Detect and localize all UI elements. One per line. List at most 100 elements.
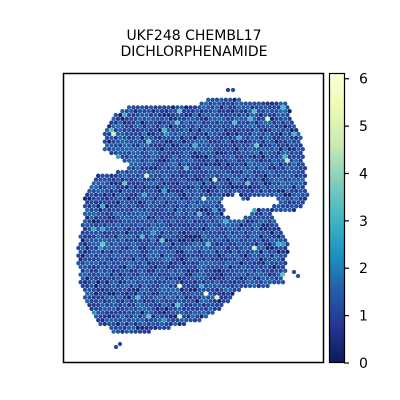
- spot-point: [294, 204, 299, 209]
- spot-point: [157, 310, 162, 315]
- spot-point: [170, 181, 176, 186]
- spot-point: [157, 302, 162, 308]
- spot-point: [210, 242, 215, 247]
- spot-point: [184, 226, 189, 232]
- spot-point: [93, 200, 99, 205]
- spot-point: [236, 181, 242, 186]
- spot-point: [272, 166, 277, 171]
- spot-point: [142, 245, 147, 251]
- spot-point: [140, 242, 145, 247]
- spot-point: [100, 310, 105, 315]
- spot-point: [280, 249, 286, 254]
- spot-point: [195, 139, 200, 144]
- spot-point: [203, 177, 209, 182]
- spot-point: [148, 234, 154, 239]
- spot-point: [135, 166, 140, 171]
- spot-point: [135, 188, 140, 194]
- spot-point: [265, 116, 270, 121]
- spot-point: [247, 162, 253, 167]
- spot-point: [206, 128, 211, 133]
- spot-point: [195, 291, 200, 296]
- spot-point: [269, 124, 275, 129]
- spot-point: [173, 147, 178, 152]
- spot-point: [148, 135, 154, 140]
- spot-point: [100, 249, 105, 254]
- spot-point: [104, 257, 110, 262]
- spot-point: [166, 295, 171, 300]
- spot-point: [274, 162, 279, 167]
- spot-point: [225, 139, 231, 144]
- spot-point: [177, 131, 182, 137]
- spot-point: [300, 162, 305, 167]
- spot-point: [225, 223, 231, 228]
- spot-point: [164, 238, 169, 243]
- spot-point: [173, 283, 178, 289]
- spot-point: [247, 192, 253, 197]
- spot-point: [223, 128, 228, 133]
- spot-point: [232, 97, 237, 102]
- spot-point: [131, 318, 136, 323]
- spot-point: [146, 223, 151, 228]
- spot-point: [140, 150, 145, 156]
- spot-point: [261, 268, 266, 273]
- spot-point: [236, 143, 242, 148]
- spot-point: [124, 207, 129, 213]
- spot-point: [168, 245, 173, 251]
- spot-point: [247, 238, 253, 243]
- spot-point: [291, 207, 297, 213]
- spot-point: [206, 166, 211, 171]
- spot-point: [252, 223, 257, 228]
- spot-point: [184, 242, 189, 247]
- spot-point: [124, 314, 129, 319]
- spot-point: [245, 105, 250, 110]
- spot-point: [276, 158, 281, 163]
- spot-point: [250, 219, 255, 224]
- spot-point: [225, 185, 231, 190]
- spot-point: [181, 238, 187, 243]
- spot-point: [109, 135, 114, 140]
- spot-point: [230, 116, 235, 121]
- spot-point: [230, 162, 235, 167]
- spot-point: [168, 139, 173, 144]
- spot-point: [107, 223, 112, 228]
- spot-point: [239, 261, 244, 266]
- spot-point: [184, 280, 189, 285]
- spot-point: [151, 238, 156, 243]
- spot-point: [146, 200, 151, 205]
- spot-point: [173, 154, 178, 159]
- spot-point: [144, 287, 149, 292]
- spot-point: [157, 166, 162, 171]
- spot-point: [85, 245, 90, 251]
- spot-point: [201, 295, 206, 300]
- spot-point: [142, 299, 147, 304]
- spot-point: [93, 177, 99, 182]
- spot-point: [201, 150, 206, 156]
- spot-point: [80, 230, 85, 235]
- spot-point: [111, 268, 116, 273]
- spot-point: [217, 154, 222, 159]
- spot-point: [109, 143, 114, 148]
- spot-point: [177, 177, 182, 182]
- spot-point: [166, 188, 171, 194]
- spot-point: [219, 204, 224, 209]
- spot-point: [142, 253, 147, 258]
- spot-point: [206, 211, 211, 216]
- spot-point: [107, 238, 112, 243]
- spot-point: [280, 188, 286, 194]
- spot-point: [190, 238, 195, 243]
- spot-point: [164, 124, 169, 129]
- spot-point: [173, 116, 178, 121]
- spot-point: [206, 295, 211, 300]
- spot-point: [98, 314, 103, 319]
- spot-point: [170, 196, 176, 201]
- spot-point: [243, 215, 248, 220]
- spot-point: [276, 249, 281, 254]
- spot-point: [278, 200, 283, 205]
- spot-point: [170, 128, 176, 133]
- spot-point: [225, 177, 231, 182]
- spot-point: [208, 207, 213, 213]
- spot-point: [210, 196, 215, 201]
- spot-point: [252, 261, 257, 266]
- spot-point: [184, 135, 189, 140]
- spot-point: [192, 188, 198, 194]
